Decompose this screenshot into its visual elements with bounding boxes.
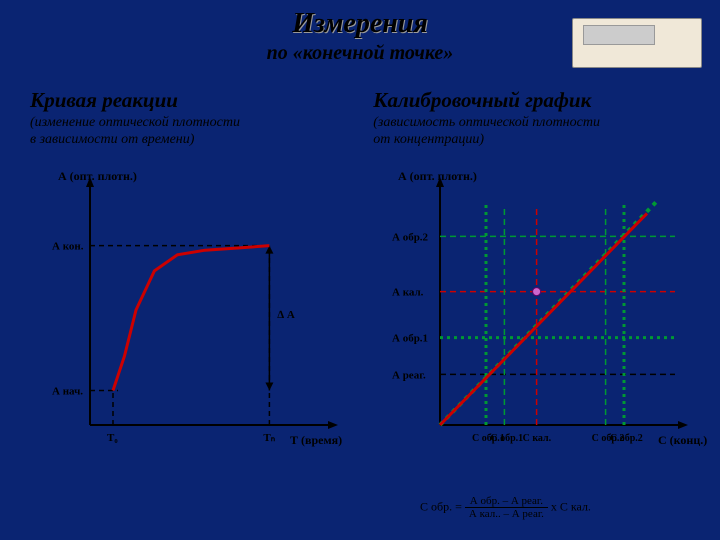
svg-text:А нач.: А нач. — [52, 386, 83, 398]
svg-text:С кал.: С кал. — [523, 433, 552, 444]
left-panel-title: Кривая реакции — [30, 88, 347, 113]
svg-text:Тₙ: Тₙ — [263, 432, 275, 444]
svg-text:С обр.2: С обр.2 — [610, 433, 643, 444]
svg-text:С обр.1: С обр.1 — [490, 433, 523, 444]
reaction-curve-svg: А кон. А нач. Т₀ Тₙ ∆ А — [50, 175, 340, 455]
calibration-chart: А обр.2 А кал. А обр.1 А реаг. С обр.1 С обр.… — [390, 175, 690, 475]
left-y-axis-label: А (опт. плотн.) — [58, 169, 137, 184]
formula: С обр. = А обр. – А реаг. А кал.. – А ре… — [420, 495, 591, 520]
left-x-axis-label: Т (время) — [290, 433, 342, 448]
svg-text:А обр.1: А обр.1 — [392, 333, 428, 345]
right-panel-title: Калибровочный график — [373, 88, 690, 113]
charts-container: А кон.А нач.Т₀Тₙ∆ А А (опт. плотн.) Т (в… — [20, 175, 700, 520]
formula-fraction: А обр. – А реаг. А кал.. – А реаг. — [465, 495, 548, 520]
svg-text:∆ А: ∆ А — [277, 309, 294, 321]
right-panel-desc: (зависимость оптической плотности от кон… — [373, 115, 690, 149]
subheaders: Кривая реакции (изменение оптической пло… — [30, 88, 690, 149]
svg-text:Т₀: Т₀ — [107, 432, 118, 444]
right-panel-header: Калибровочный график (зависимость оптиче… — [373, 88, 690, 149]
right-x-axis-label: С (конц.) — [658, 433, 707, 448]
svg-text:А реаг.: А реаг. — [392, 369, 426, 381]
svg-text:А кон.: А кон. — [52, 241, 84, 253]
left-panel-header: Кривая реакции (изменение оптической пло… — [30, 88, 347, 149]
left-panel-desc: (изменение оптической плотности в зависи… — [30, 115, 347, 149]
device-image — [572, 18, 702, 68]
svg-text:А обр.2: А обр.2 — [392, 231, 429, 243]
reaction-curve-chart: А кон.А нач.Т₀Тₙ∆ А А (опт. плотн.) Т (в… — [50, 175, 340, 475]
svg-text:А кал.: А кал. — [392, 287, 424, 299]
calibration-svg: А обр.2 А кал. А обр.1 А реаг. С обр.1 С обр.… — [390, 175, 700, 455]
right-y-axis-label: А (опт. плотн.) — [398, 169, 477, 184]
